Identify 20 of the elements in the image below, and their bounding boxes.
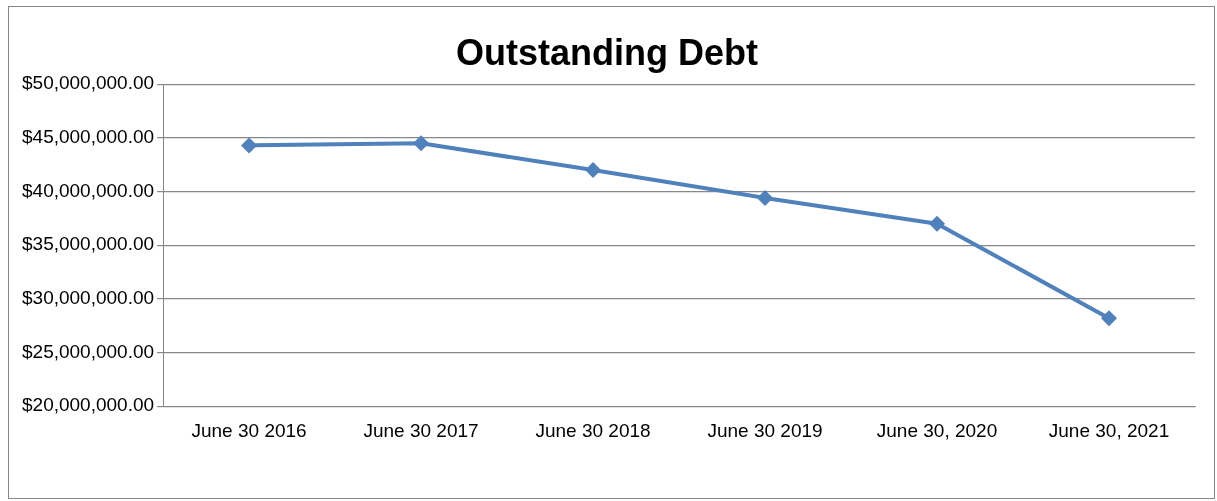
point xyxy=(757,189,774,206)
point xyxy=(585,162,602,179)
chart-title: Outstanding Debt xyxy=(456,31,758,73)
x-tick-label: June 30, 2021 xyxy=(1048,419,1170,441)
x-tick-label: June 30 2019 xyxy=(707,419,823,441)
x-tick-label: June 30 2017 xyxy=(363,419,479,441)
y-tick-label: $30,000,000.00 xyxy=(21,287,155,309)
y-tick-label: $45,000,000.00 xyxy=(21,126,155,148)
y-tick-label: $20,000,000.00 xyxy=(21,394,155,416)
x-tick-label: June 30, 2020 xyxy=(876,419,998,441)
point xyxy=(929,215,946,232)
point xyxy=(413,135,430,152)
y-tick-label: $25,000,000.00 xyxy=(21,340,155,362)
x-tick-label: June 30 2016 xyxy=(191,419,307,441)
point xyxy=(241,137,258,154)
x-tick-label: June 30 2018 xyxy=(535,419,651,441)
y-tick-label: $50,000,000.00 xyxy=(21,72,155,94)
point xyxy=(1101,310,1118,327)
y-tick-label: $35,000,000.00 xyxy=(21,233,155,255)
y-tick-label: $40,000,000.00 xyxy=(21,179,155,201)
